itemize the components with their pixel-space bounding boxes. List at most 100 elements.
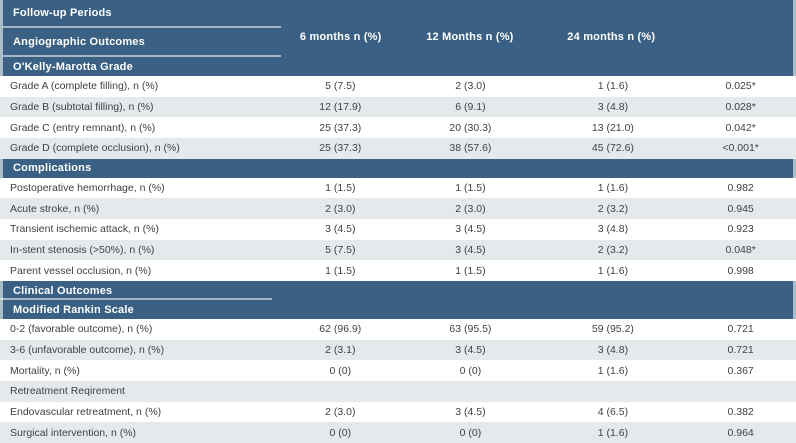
section-header-modified-rankin-scale: Modified Rankin Scale (0, 300, 796, 320)
row-value: 62 (96.9) (319, 323, 362, 336)
table-row-grade-a-complete-filling-n: Grade A (complete filling), n (%) 5 (7.5)… (0, 76, 796, 97)
row-value: 63 (95.5) (449, 323, 492, 336)
row-value: 0.028* (725, 101, 756, 113)
col-header-pvalue (683, 0, 793, 57)
row-value: 5 (7.5) (325, 80, 356, 93)
row-value: 0.945 (727, 202, 754, 215)
row-value: 0 (0) (459, 364, 482, 377)
row-value: 3 (4.8) (597, 344, 629, 357)
row-label: Endovascular retreatment, n (%) (10, 406, 162, 419)
row-label: Transient ischemic attack, n (%) (10, 223, 159, 236)
header-angiographic-outcomes: Angiographic Outcomes (3, 28, 282, 57)
row-label: Surgical intervention, n (%) (10, 426, 137, 439)
row-value: 0 (0) (329, 426, 352, 439)
row-label: Postoperative hemorrhage, n (%) (10, 182, 165, 195)
row-value: 3 (4.5) (325, 223, 356, 236)
row-label: Mortality, n (%) (10, 364, 80, 377)
table-row-in-stent-stenosis-50-n: In-stent stenosis (>50%), n (%) 5 (7.5) 3 … (0, 239, 796, 261)
row-value: 1 (1.6) (597, 80, 629, 93)
row-value: 3 (4.8) (597, 101, 629, 113)
table-header: Follow-up Periods Angiographic Outcomes … (0, 0, 796, 57)
row-value: 20 (30.3) (449, 121, 492, 134)
row-label: Retreatment Reqirement (10, 385, 125, 398)
row-label: Acute stroke, n (%) (10, 202, 100, 215)
row-value: 25 (37.3) (319, 121, 362, 134)
row-value: 3 (4.5) (455, 406, 486, 419)
table-row-transient-ischemic-attack-n: Transient ischemic attack, n (%) 3 (4.5) 3… (0, 219, 796, 240)
table-row-postoperative-hemorrhage-n: Postoperative hemorrhage, n (%) 1 (1.5) 1 … (0, 177, 796, 199)
row-value: 3 (4.8) (597, 223, 629, 236)
table-row-grade-c-entry-remnant-n: Grade C (entry remnant), n (%) 25 (37.3) 2… (0, 117, 796, 139)
row-value: 0 (0) (329, 364, 352, 377)
row-label: 0-2 (favorable outcome), n (%) (10, 323, 153, 336)
row-value: 2 (3.0) (325, 406, 356, 419)
row-label: Grade C (entry remnant), n (%) (10, 121, 156, 134)
row-value: 25 (37.3) (319, 142, 362, 155)
row-value: 0.721 (727, 344, 754, 357)
header-left-column: Follow-up Periods Angiographic Outcomes (3, 0, 282, 57)
row-label: Parent vessel occlusion, n (%) (10, 264, 152, 277)
row-value: 0.367 (727, 364, 754, 377)
section-header-clinical-outcomes: Clinical Outcomes (0, 281, 796, 301)
row-value: 1 (1.5) (455, 264, 486, 277)
table-row-acute-stroke-n: Acute stroke, n (%) 2 (3.0) 2 (3.0) 2 (3.2)… (0, 198, 796, 220)
row-value: 1 (1.6) (597, 364, 629, 377)
row-value: 1 (1.6) (597, 426, 629, 439)
row-value: 1 (1.5) (325, 182, 356, 195)
col-header-24-months: 24 months n (%) (567, 30, 656, 43)
row-label: Grade D (complete occlusion), n (%) (10, 142, 180, 155)
table-row-grade-b-subtotal-filling-n: Grade B (subtotal filling), n (%) 12 (17.… (0, 96, 796, 118)
row-value: 3 (4.5) (455, 244, 486, 257)
row-value: 38 (57.6) (449, 142, 492, 155)
row-value: 6 (9.1) (455, 101, 486, 113)
row-value: 5 (7.5) (325, 244, 356, 257)
table-sections: O'Kelly-Marotta Grade Grade A (complete f… (0, 57, 796, 443)
row-value: 2 (3.2) (597, 244, 629, 257)
row-label: In-stent stenosis (>50%), n (%) (10, 244, 155, 257)
row-value: 2 (3.0) (325, 202, 356, 215)
row-value: 2 (3.0) (455, 80, 486, 93)
section-header-o-kelly-marotta-grade: O'Kelly-Marotta Grade (0, 57, 796, 76)
header-followup-periods: Follow-up Periods (3, 0, 282, 28)
table-row-3-6-unfavorable-outcome-n: 3-6 (unfavorable outcome), n (%) 2 (3.1) 3… (0, 339, 796, 361)
row-value: 0.025* (725, 80, 756, 93)
table-row-parent-vessel-occlusion-n: Parent vessel occlusion, n (%) 1 (1.5) 1 (… (0, 260, 796, 282)
col-header-12-months: 12 Months n (%) (426, 30, 514, 43)
row-value: 1 (1.5) (325, 264, 356, 277)
row-value: 0.923 (727, 223, 754, 236)
row-value: 2 (3.1) (325, 344, 356, 357)
row-value: 0.982 (727, 182, 754, 195)
table-row-retreatment-reqirement: Retreatment Reqirement (0, 381, 796, 402)
row-value: 0.721 (727, 323, 754, 336)
row-value: 13 (21.0) (591, 121, 634, 134)
table-row-0-2-favorable-outcome-n: 0-2 (favorable outcome), n (%) 62 (96.9) 6… (0, 319, 796, 340)
row-value: 0.964 (727, 426, 754, 439)
row-value: 12 (17.9) (319, 101, 362, 113)
row-label: 3-6 (unfavorable outcome), n (%) (10, 344, 165, 357)
row-value: 3 (4.5) (455, 344, 486, 357)
table-row-surgical-intervention-n: Surgical intervention, n (%) 0 (0) 0 (0) 1 … (0, 422, 796, 443)
col-header-6-months: 6 months n (%) (299, 30, 382, 43)
table-row-grade-d-complete-occlusion-n: Grade D (complete occlusion), n (%) 25 (3… (0, 138, 796, 159)
row-value: <0.001* (722, 142, 759, 155)
row-value: 59 (95.2) (591, 323, 634, 336)
row-value: 3 (4.5) (455, 223, 486, 236)
row-value: 0.998 (727, 264, 754, 277)
section-header-complications: Complications (0, 158, 796, 178)
row-value: 1 (1.5) (455, 182, 486, 195)
table-row-endovascular-retreatment-n: Endovascular retreatment, n (%) 2 (3.0) 3 … (0, 401, 796, 423)
row-value: 45 (72.6) (591, 142, 634, 155)
row-value: 1 (1.6) (597, 182, 629, 195)
row-value: 2 (3.2) (597, 202, 629, 215)
row-value: 1 (1.6) (597, 264, 629, 277)
table-row-mortality-n: Mortality, n (%) 0 (0) 0 (0) 1 (1.6) 0.367 (0, 360, 796, 382)
row-label: Grade B (subtotal filling), n (%) (10, 101, 154, 113)
row-value: 0 (0) (459, 426, 482, 439)
row-value: 0.382 (727, 406, 754, 419)
row-value: 2 (3.0) (455, 202, 486, 215)
row-value: 0.042* (725, 121, 756, 134)
row-label: Grade A (complete filling), n (%) (10, 80, 159, 93)
row-value: 0.048* (725, 244, 756, 257)
row-value: 4 (6.5) (597, 406, 629, 419)
